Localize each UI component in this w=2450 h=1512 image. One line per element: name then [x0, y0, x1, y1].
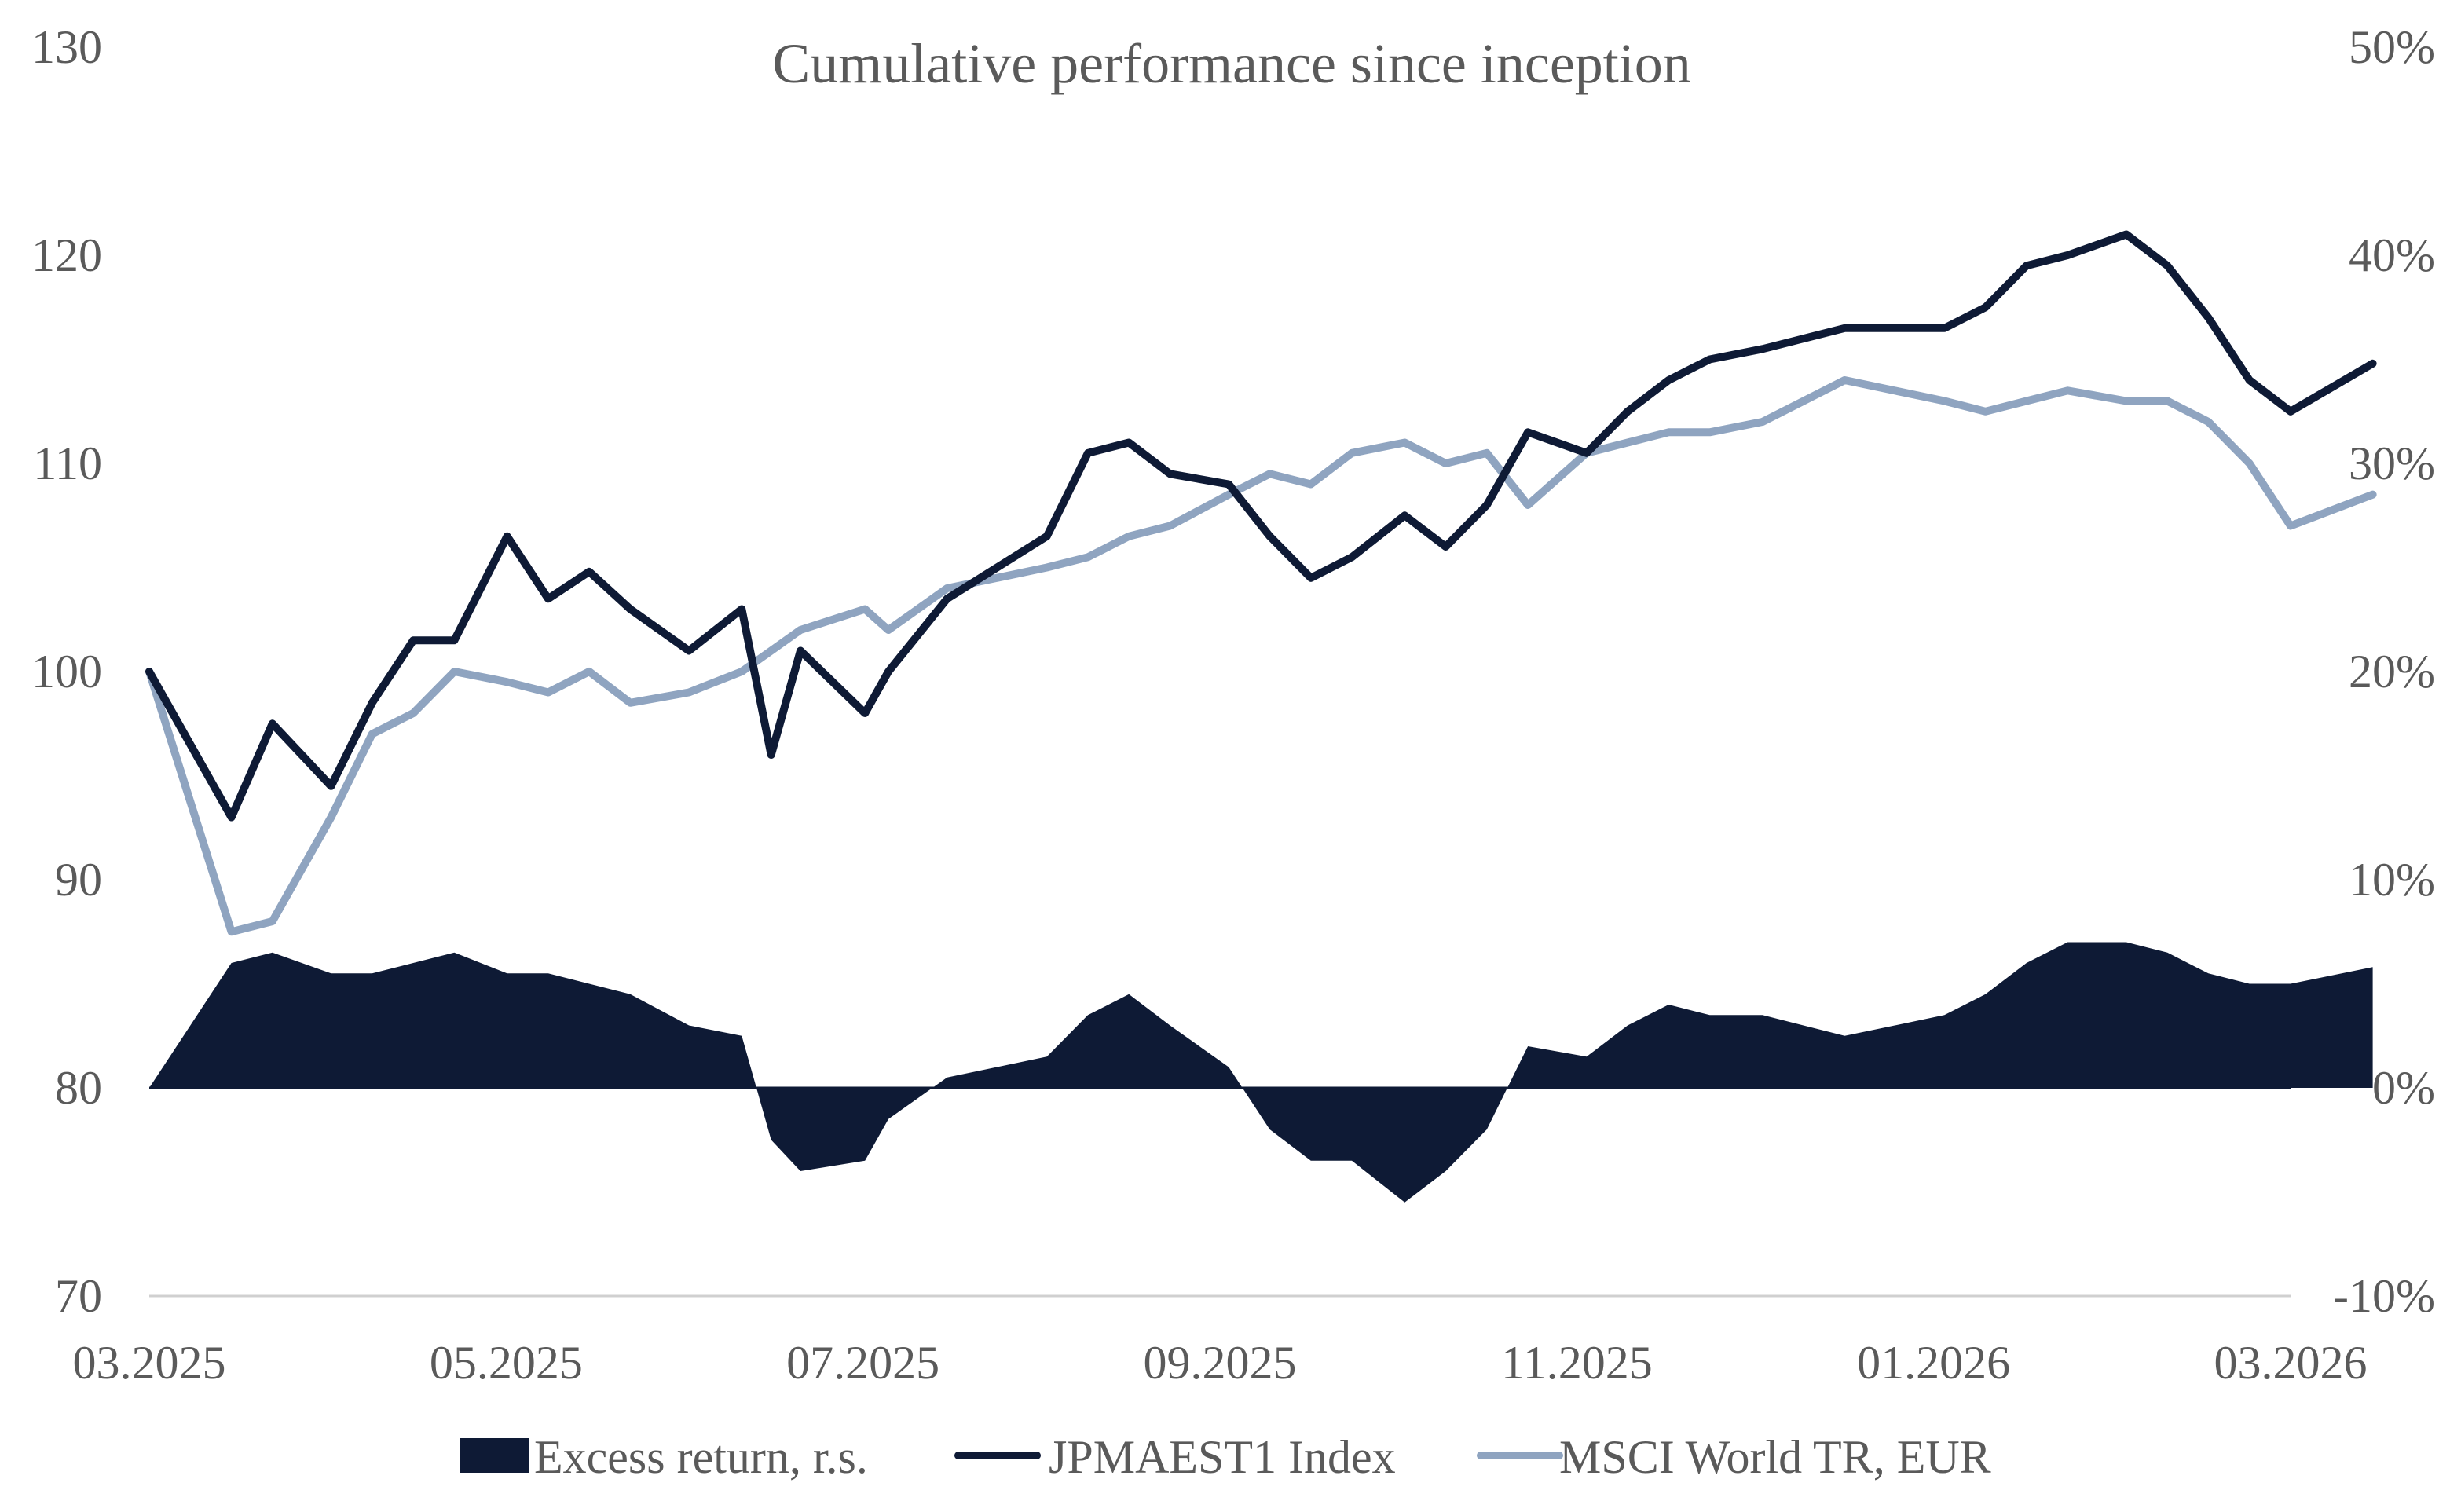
- excess-return-layer: [149, 942, 2373, 1203]
- left-tick-label: 120: [31, 229, 102, 281]
- right-tick-label: 20%: [2349, 646, 2435, 697]
- msci-world-tr-eur-line: [145, 376, 2377, 936]
- x-tick-label: 11.2025: [1501, 1337, 1653, 1389]
- jpmaest1-index-line: [145, 230, 2377, 822]
- legend-swatch-excess-return: [460, 1438, 529, 1473]
- index-lines-layer: [145, 230, 2377, 936]
- x-tick-label: 03.2025: [73, 1337, 226, 1389]
- legend: Excess return, r.s. JPMAEST1 Index MSCI Wo…: [460, 1431, 1991, 1483]
- x-tick-label: 03.2026: [2214, 1337, 2368, 1389]
- legend-label: MSCI World TR, EUR: [1559, 1431, 1991, 1483]
- right-tick-label: 40%: [2349, 229, 2435, 281]
- x-axis: 03.2025 05.2025 07.2025 09.2025 11.2025 01.20…: [73, 1337, 2368, 1389]
- left-tick-label: 70: [55, 1270, 102, 1322]
- left-tick-label: 100: [31, 646, 102, 697]
- legend-label: Excess return, r.s.: [534, 1431, 868, 1483]
- right-axis: -10% 0% 10% 20% 30% 40% 50%: [2333, 21, 2435, 1322]
- excess-return-area: [149, 942, 2373, 1203]
- right-tick-label: 30%: [2349, 437, 2435, 489]
- chart-title: Cumulative performance since inception: [772, 32, 1691, 95]
- right-tick-label: 50%: [2349, 21, 2435, 73]
- x-tick-label: 05.2025: [430, 1337, 583, 1389]
- x-tick-label: 07.2025: [786, 1337, 939, 1389]
- left-tick-label: 90: [55, 854, 102, 906]
- legend-label: JPMAEST1 Index: [1049, 1431, 1396, 1483]
- right-tick-label: 10%: [2349, 854, 2435, 906]
- x-tick-label: 01.2026: [1857, 1337, 2010, 1389]
- x-tick-label: 09.2025: [1144, 1337, 1297, 1389]
- left-tick-label: 80: [55, 1062, 102, 1114]
- right-tick-label: 0%: [2372, 1062, 2435, 1114]
- left-tick-label: 110: [33, 437, 102, 489]
- left-tick-label: 130: [31, 21, 102, 73]
- left-axis: 70 80 90 100 110 120 130: [31, 21, 102, 1322]
- right-tick-label: -10%: [2333, 1270, 2435, 1322]
